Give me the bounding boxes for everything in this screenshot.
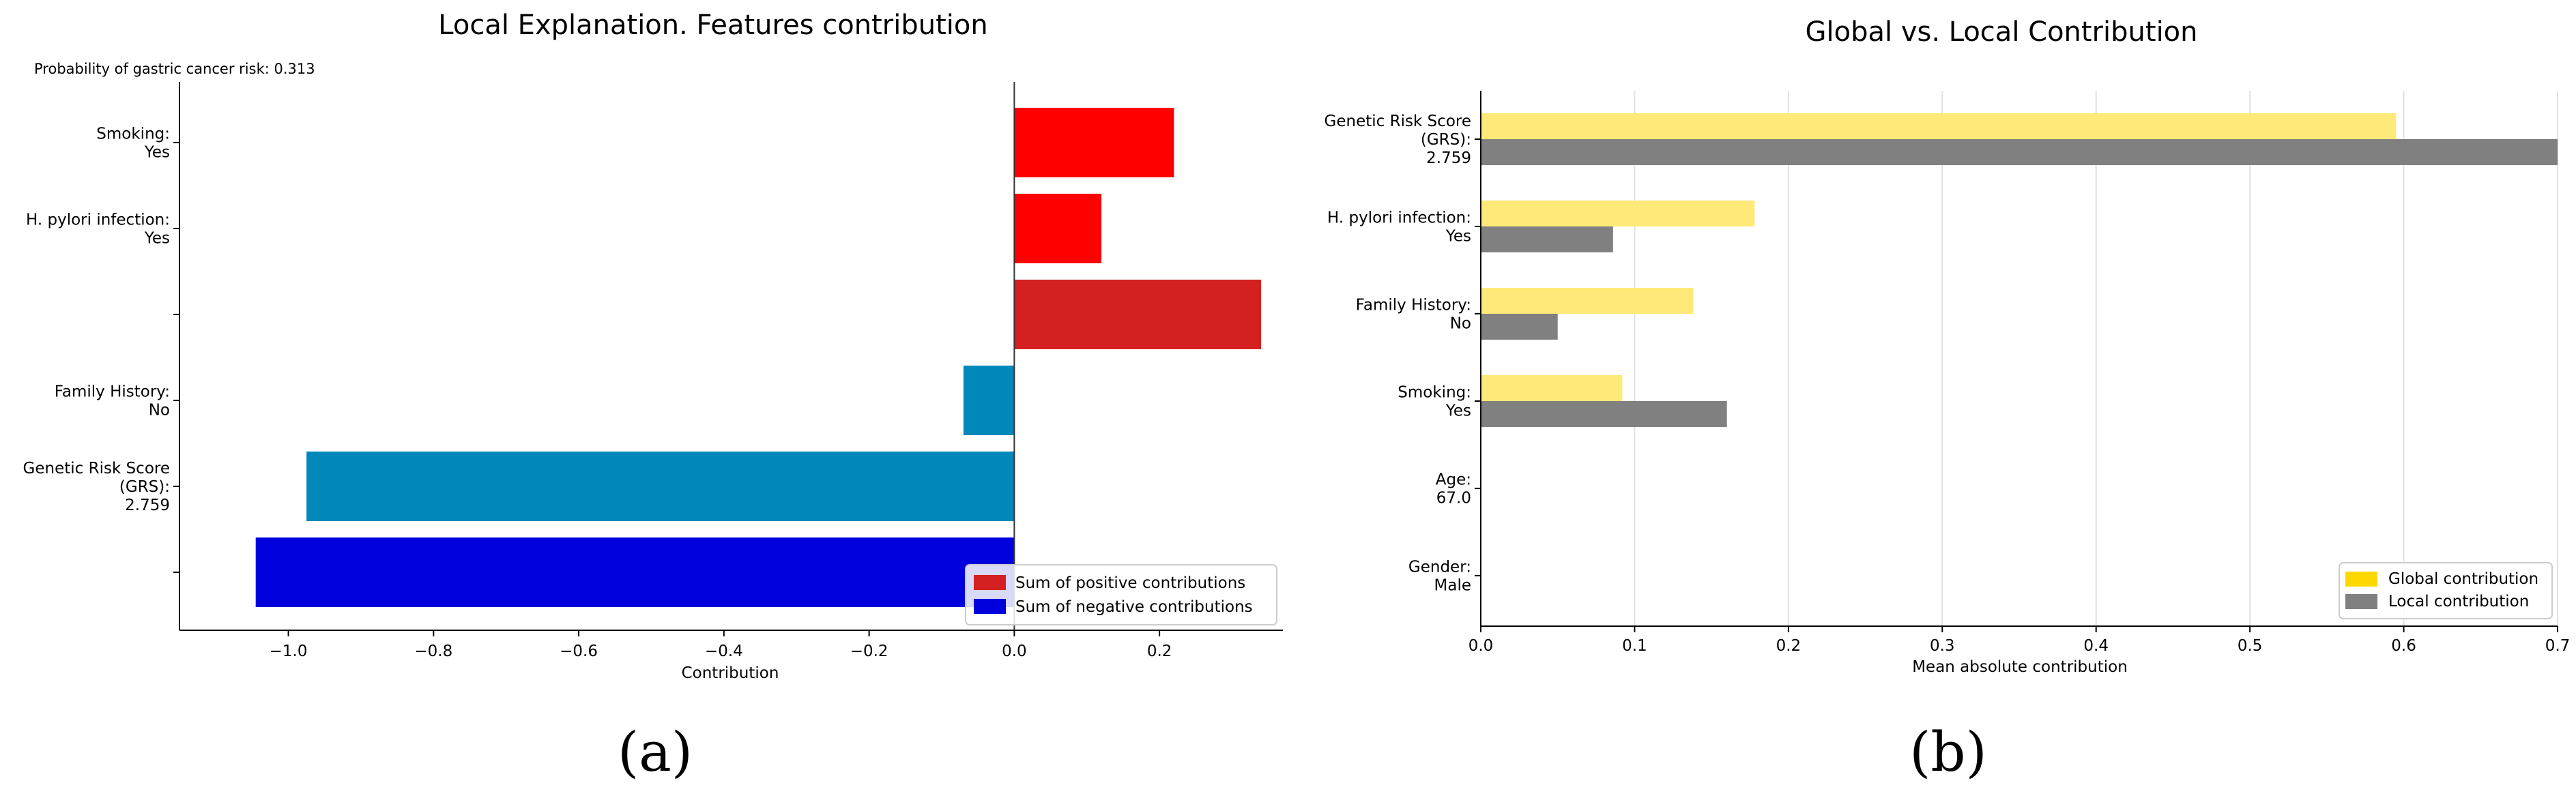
chart-b-ytick-label: 2.759 — [1426, 149, 1471, 167]
chart-b-ytick-label: No — [1450, 315, 1471, 333]
panel-label-a: (a) — [618, 720, 693, 784]
chart-b-title: Global vs. Local Contribution — [1806, 16, 2198, 48]
chart-a-xtick-label: 0.0 — [1002, 643, 1027, 660]
legend-pos-sum-label: Sum of positive contributions — [1015, 574, 1245, 592]
chart-b-ytick-label: Gender: — [1408, 559, 1471, 576]
legend-pos-sum-swatch — [974, 575, 1006, 590]
chart-a-xtick-label: −0.6 — [560, 643, 598, 660]
chart-a-bar — [255, 537, 1015, 607]
chart-a-ytick-label: Genetic Risk Score — [23, 460, 170, 477]
legend-neg-sum-label: Sum of negative contributions — [1015, 598, 1253, 616]
chart-b-global-bar — [1481, 375, 1623, 401]
chart-b-xtick-label: 0.7 — [2545, 637, 2571, 655]
chart-a-ytick-label: Yes — [144, 144, 170, 162]
chart-a-xlabel: Contribution — [682, 664, 779, 682]
chart-b-xtick-label: 0.4 — [2083, 637, 2109, 655]
chart-b-ytick-label: Smoking: — [1398, 384, 1471, 402]
chart-b-global-bar — [1481, 201, 1755, 226]
chart-a-xtick-label: −1.0 — [270, 643, 308, 660]
chart-b-xtick-label: 0.6 — [2391, 637, 2416, 655]
chart-a-ytick-label: Yes — [144, 230, 170, 248]
chart-a-bar — [1014, 194, 1102, 263]
chart-b-ytick-label: 67.0 — [1436, 490, 1471, 507]
chart-b-xtick-label: 0.1 — [1622, 637, 1647, 655]
chart-a-legend: Sum of positive contributions Sum of neg… — [965, 564, 1277, 625]
legend-local-swatch — [2345, 594, 2377, 609]
chart-a-ytick-label: No — [149, 402, 170, 419]
chart-a-xtick-label: 0.2 — [1147, 643, 1172, 660]
chart-b-ytick-label: Male — [1434, 577, 1471, 595]
chart-b-xtick-label: 0.2 — [1776, 637, 1801, 655]
chart-a-bar — [1014, 280, 1262, 349]
chart-b-ytick-label: Age: — [1436, 471, 1471, 489]
chart-b-xtick-label: 0.3 — [1930, 637, 1955, 655]
legend-local-label: Local contribution — [2388, 593, 2529, 610]
chart-b-ytick-label: Yes — [1445, 402, 1471, 420]
legend-neg-sum-swatch — [974, 599, 1006, 614]
chart-a-ytick-label: Family History: — [55, 383, 170, 401]
chart-b-ytick-label: H. pylori infection: — [1327, 209, 1471, 227]
chart-b-ytick-label: (GRS): — [1421, 131, 1471, 149]
chart-b-local-bar — [1481, 139, 2558, 165]
chart-a-legend-box — [965, 564, 1277, 625]
chart-a-bar — [1014, 108, 1174, 177]
chart-b-ytick-label: Yes — [1445, 228, 1471, 246]
chart-a-title: Local Explanation. Features contribution — [438, 10, 987, 41]
legend-global-swatch — [2345, 572, 2377, 587]
chart-b-ytick-label: Genetic Risk Score — [1325, 113, 1471, 130]
chart-a-bar — [306, 452, 1015, 521]
chart-a-bar — [963, 366, 1015, 435]
chart-b-global-bar — [1481, 288, 1694, 314]
panel-label-b: (b) — [1909, 720, 1987, 784]
legend-global-label: Global contribution — [2388, 570, 2538, 588]
chart-a-ytick-label: H. pylori infection: — [26, 211, 170, 229]
local-explanation-chart: Local Explanation. Features contribution… — [23, 10, 1283, 784]
chart-a-ytick-label: Smoking: — [96, 126, 170, 143]
chart-b-xlabel: Mean absolute contribution — [1912, 658, 2128, 676]
chart-a-ytick-label: (GRS): — [119, 478, 170, 496]
chart-b-global-bar — [1481, 113, 2397, 139]
chart-b-legend-box — [2339, 562, 2553, 619]
chart-b-local-bar — [1481, 314, 1558, 340]
chart-b-local-bar — [1481, 401, 1727, 427]
chart-b-ytick-label: Family History: — [1356, 297, 1471, 314]
chart-a-xtick-label: −0.4 — [705, 643, 743, 660]
chart-a-ytick-label: 2.759 — [125, 497, 170, 514]
chart-b-local-bar — [1481, 226, 1613, 252]
chart-b-xtick-label: 0.0 — [1468, 637, 1494, 655]
chart-a-xtick-label: −0.8 — [414, 643, 452, 660]
chart-b-xtick-label: 0.5 — [2238, 637, 2263, 655]
global-vs-local-chart: Global vs. Local Contribution Genetic Ri… — [1325, 16, 2571, 784]
chart-a-xtick-label: −0.2 — [850, 643, 888, 660]
chart-a-annotation: Probability of gastric cancer risk: 0.31… — [34, 61, 315, 77]
chart-b-legend: Global contribution Local contribution — [2339, 562, 2553, 619]
